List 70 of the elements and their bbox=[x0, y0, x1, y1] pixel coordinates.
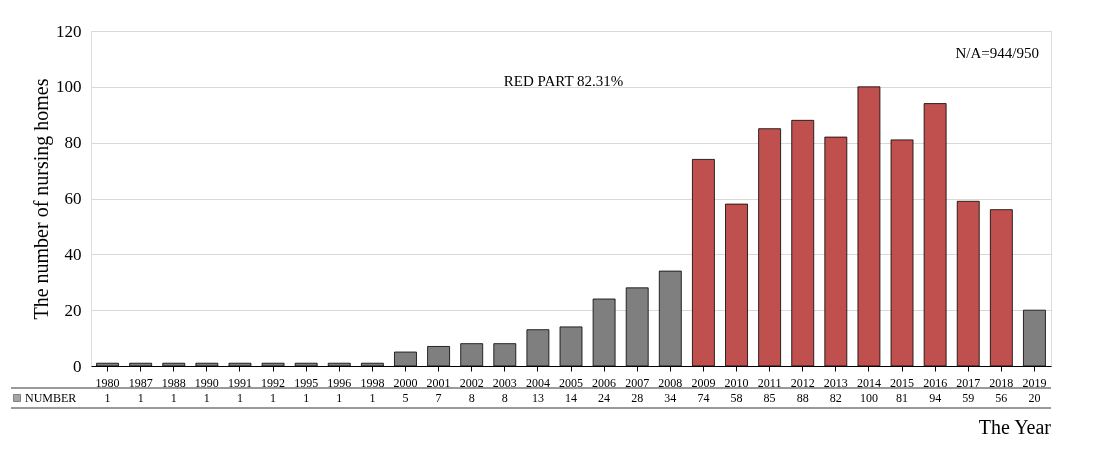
data-label: 34 bbox=[664, 391, 677, 405]
x-axis-title: The Year bbox=[978, 416, 1052, 438]
data-label: 100 bbox=[859, 391, 878, 405]
x-tick-label: 2003 bbox=[492, 375, 517, 390]
data-label: 58 bbox=[730, 391, 743, 405]
data-label: 8 bbox=[468, 391, 475, 405]
data-label: 20 bbox=[1028, 391, 1041, 405]
data-label: 7 bbox=[435, 391, 442, 405]
x-tick-label: 2013 bbox=[823, 375, 848, 390]
data-label: 94 bbox=[929, 391, 942, 405]
data-label: 74 bbox=[697, 391, 710, 405]
data-label: 81 bbox=[896, 391, 909, 405]
x-tick-label: 2005 bbox=[559, 375, 583, 390]
x-tick-label: 2012 bbox=[790, 375, 815, 390]
annotation: N/A=944/950 bbox=[955, 45, 1039, 61]
data-label: 13 bbox=[531, 391, 544, 405]
x-tick-label: 1990 bbox=[194, 375, 219, 390]
x-tick-label: 1980 bbox=[95, 375, 120, 390]
x-tick-label: 2004 bbox=[525, 375, 550, 390]
data-label: 8 bbox=[501, 391, 508, 405]
x-tick-label: 2001 bbox=[426, 375, 451, 390]
data-label: 1 bbox=[369, 391, 376, 405]
x-tick-label: 2015 bbox=[890, 375, 915, 390]
x-tick-label: 1992 bbox=[261, 375, 286, 390]
legend-label: NUMBER bbox=[25, 391, 77, 405]
y-axis-title: The number of nursing homes bbox=[30, 78, 53, 320]
x-tick-label: 2019 bbox=[1022, 375, 1047, 390]
data-label: 88 bbox=[796, 391, 809, 405]
y-tick-label: 40 bbox=[64, 244, 82, 264]
data-label: 14 bbox=[565, 391, 577, 405]
data-label: 5 bbox=[402, 391, 409, 405]
y-tick-label: 20 bbox=[64, 300, 82, 320]
data-label: 24 bbox=[598, 391, 611, 405]
x-tick-label: 2000 bbox=[393, 375, 418, 390]
y-tick-label: 60 bbox=[64, 189, 82, 208]
x-tick-label: 2018 bbox=[989, 375, 1014, 390]
x-tick-label: 2008 bbox=[658, 375, 683, 390]
x-tick-label: 2017 bbox=[956, 375, 981, 390]
data-label: 28 bbox=[631, 391, 644, 405]
annotation: RED PART 82.31% bbox=[503, 73, 624, 89]
data-label: 1 bbox=[104, 391, 111, 405]
x-tick-label: 2009 bbox=[691, 375, 716, 390]
data-label: 1 bbox=[170, 391, 177, 405]
data-label: 82 bbox=[829, 391, 842, 405]
x-tick-label: 1991 bbox=[227, 375, 252, 390]
data-label: 56 bbox=[995, 391, 1008, 405]
data-label: 1 bbox=[137, 391, 144, 405]
x-tick-label: 2014 bbox=[856, 375, 881, 390]
data-label: 1 bbox=[236, 391, 243, 405]
data-label: 85 bbox=[763, 391, 776, 405]
x-tick-label: 1995 bbox=[294, 375, 319, 390]
data-label: 1 bbox=[336, 391, 343, 405]
data-label: 1 bbox=[270, 391, 277, 405]
x-tick-label: 1998 bbox=[360, 375, 385, 390]
x-tick-label: 1996 bbox=[327, 375, 352, 390]
data-label: 59 bbox=[962, 391, 975, 405]
x-tick-label: 2007 bbox=[625, 375, 650, 390]
x-tick-label: 1987 bbox=[128, 375, 153, 390]
x-tick-label: 2016 bbox=[923, 375, 948, 390]
y-tick-label: 80 bbox=[64, 133, 82, 153]
data-label: 1 bbox=[303, 391, 310, 405]
y-tick-label: 100 bbox=[56, 77, 82, 97]
y-tick-label: 120 bbox=[56, 21, 82, 41]
x-tick-label: 2010 bbox=[724, 375, 749, 390]
x-tick-label: 2011 bbox=[757, 375, 782, 390]
x-tick-label: 2006 bbox=[592, 375, 617, 390]
y-tick-label: 0 bbox=[73, 356, 82, 376]
x-tick-label: 2002 bbox=[459, 375, 484, 390]
data-label: 1 bbox=[203, 391, 210, 405]
x-tick-label: 1988 bbox=[161, 375, 186, 390]
